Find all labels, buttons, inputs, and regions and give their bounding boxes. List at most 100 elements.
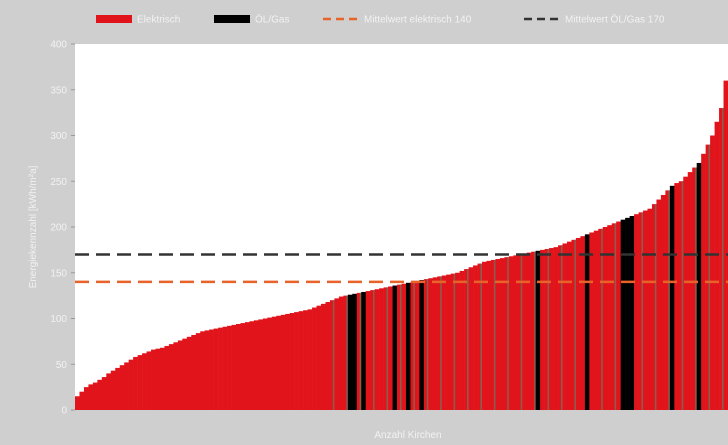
bar-elektrisch	[253, 320, 259, 410]
bar-separator	[373, 290, 375, 410]
bar-elektrisch	[611, 223, 617, 410]
bar-elektrisch	[186, 336, 192, 410]
bar-elektrisch	[213, 328, 219, 410]
bar-elektrisch	[598, 228, 604, 410]
bar-elektrisch	[119, 365, 125, 410]
bar-elektrisch	[580, 236, 586, 410]
bar-separator	[426, 279, 429, 410]
bar-elektrisch	[231, 324, 237, 410]
bar-elektrisch	[482, 261, 487, 410]
bar-oel-gas	[669, 185, 675, 410]
bar-elektrisch	[464, 269, 469, 410]
bar-elektrisch	[258, 319, 264, 410]
bar-oel-gas	[620, 219, 626, 410]
bar-elektrisch	[200, 331, 205, 410]
x-axis-label: Anzahl Kirchen	[374, 430, 441, 441]
bar-elektrisch	[526, 252, 532, 410]
bar-elektrisch	[602, 227, 608, 410]
bar-elektrisch	[338, 296, 344, 410]
bar-elektrisch	[647, 208, 653, 410]
y-tick-label: 50	[56, 360, 68, 371]
bar-elektrisch	[723, 80, 728, 410]
bar-oel-gas	[584, 234, 590, 410]
bar-oel-gas	[347, 294, 353, 410]
bar-elektrisch	[634, 214, 639, 410]
bar-elektrisch	[236, 323, 241, 410]
bar-separator	[413, 281, 416, 410]
bar-elektrisch	[106, 373, 112, 410]
bar-separator	[440, 276, 442, 410]
bar-separator	[695, 167, 697, 410]
legend-swatch	[96, 15, 132, 23]
bar-elektrisch	[414, 280, 420, 410]
bar-elektrisch	[227, 325, 232, 410]
bar-oel-gas	[405, 282, 411, 410]
bar-elektrisch	[303, 310, 308, 410]
bar-elektrisch	[549, 248, 554, 410]
bar-elektrisch	[388, 286, 393, 410]
bar-separator	[453, 273, 456, 410]
bar-separator	[547, 248, 550, 410]
bar-elektrisch	[575, 237, 581, 410]
bar-separator	[493, 259, 496, 410]
bar-elektrisch	[204, 330, 210, 410]
bar-elektrisch	[687, 172, 693, 410]
bar-elektrisch	[517, 254, 523, 410]
legend-label: Mittelwert ÖL/Gas 170	[565, 14, 665, 26]
bar-elektrisch	[683, 176, 689, 410]
bar-elektrisch	[428, 278, 434, 410]
bar-elektrisch	[616, 221, 621, 410]
bar-elektrisch	[365, 291, 371, 410]
bar-elektrisch	[410, 281, 416, 410]
bar-elektrisch	[128, 359, 134, 410]
bar-elektrisch	[379, 288, 384, 410]
bar-oel-gas	[392, 285, 398, 410]
bar-elektrisch	[566, 241, 572, 410]
bar-elektrisch	[370, 290, 375, 410]
y-tick-label: 100	[50, 314, 67, 325]
bar-elektrisch	[651, 204, 657, 411]
bar-elektrisch	[513, 255, 519, 410]
bar-elektrisch	[97, 379, 103, 410]
bar-separator	[601, 228, 603, 410]
bar-elektrisch	[450, 273, 456, 410]
bar-elektrisch	[164, 345, 170, 410]
bar-oel-gas	[696, 162, 702, 410]
bars	[75, 80, 728, 411]
bar-elektrisch	[79, 391, 85, 410]
bar-elektrisch	[222, 326, 228, 410]
bar-elektrisch	[285, 313, 290, 410]
bar-separator	[614, 223, 617, 410]
bar-elektrisch	[343, 295, 349, 411]
bar-elektrisch	[294, 312, 299, 410]
bar-elektrisch	[312, 307, 317, 410]
bar-elektrisch	[383, 287, 389, 410]
bar-elektrisch	[374, 289, 380, 410]
bar-elektrisch	[714, 121, 720, 410]
bar-separator	[386, 287, 389, 410]
bar-elektrisch	[397, 284, 402, 410]
bar-elektrisch	[710, 135, 715, 410]
bar-elektrisch	[298, 311, 304, 410]
bar-elektrisch	[719, 108, 724, 411]
y-tick-label: 350	[50, 85, 67, 96]
bar-elektrisch	[325, 302, 331, 410]
bar-elektrisch	[280, 314, 286, 410]
bar-elektrisch	[678, 181, 684, 410]
y-tick-label: 150	[50, 268, 67, 279]
bar-elektrisch	[522, 253, 528, 410]
bar-elektrisch	[459, 270, 465, 410]
bar-separator	[507, 257, 510, 410]
bar-elektrisch	[562, 243, 568, 410]
bar-elektrisch	[146, 351, 152, 410]
bar-separator	[480, 263, 483, 410]
bar-elektrisch	[307, 309, 313, 410]
bar-separator	[708, 144, 711, 410]
bar-elektrisch	[455, 272, 460, 410]
bar-elektrisch	[437, 276, 443, 410]
y-tick-label: 400	[50, 40, 67, 51]
bar-elektrisch	[124, 362, 129, 410]
bar-elektrisch	[320, 303, 326, 410]
bar-elektrisch	[705, 144, 711, 410]
